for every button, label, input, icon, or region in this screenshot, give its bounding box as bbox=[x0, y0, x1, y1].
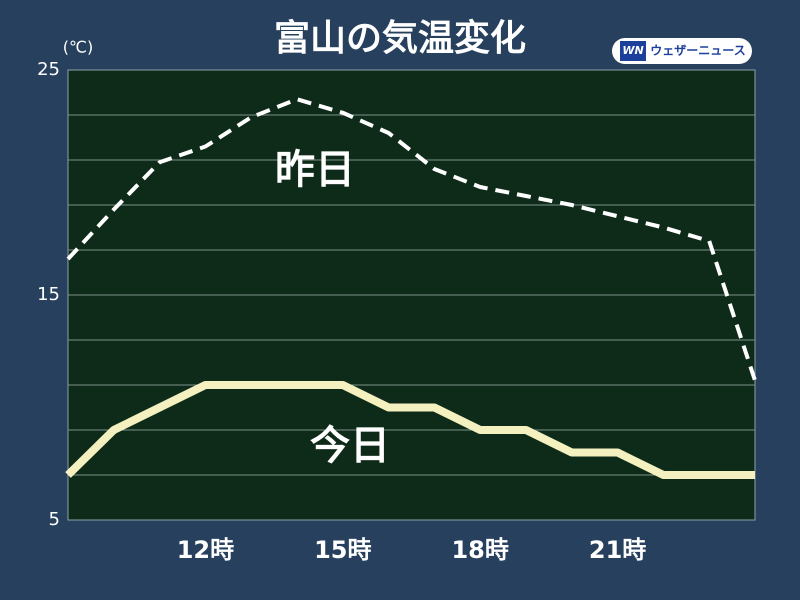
y-tick-label: 15 bbox=[37, 284, 60, 305]
logo-mark-box bbox=[620, 41, 646, 61]
series-line bbox=[66, 97, 757, 382]
source-logo: WN ウェザーニュース bbox=[612, 38, 752, 64]
series-label: 今日 bbox=[310, 423, 390, 469]
logo-text: ウェザーニュース bbox=[650, 44, 745, 58]
series-label: 昨日 bbox=[275, 147, 355, 193]
y-unit: (℃) bbox=[63, 38, 93, 57]
x-tick-label: 15時 bbox=[314, 536, 371, 564]
x-tick-label: 21時 bbox=[589, 536, 646, 564]
y-tick-label: 25 bbox=[37, 59, 60, 80]
logo-mark: WN bbox=[622, 44, 643, 57]
x-tick-label: 12時 bbox=[177, 536, 234, 564]
series-line bbox=[65, 381, 755, 479]
x-tick-label: 18時 bbox=[451, 536, 508, 564]
chart-title: 富山の気温変化 bbox=[274, 17, 526, 59]
logo-badge bbox=[612, 38, 752, 64]
y-tick-label: 5 bbox=[49, 509, 60, 530]
